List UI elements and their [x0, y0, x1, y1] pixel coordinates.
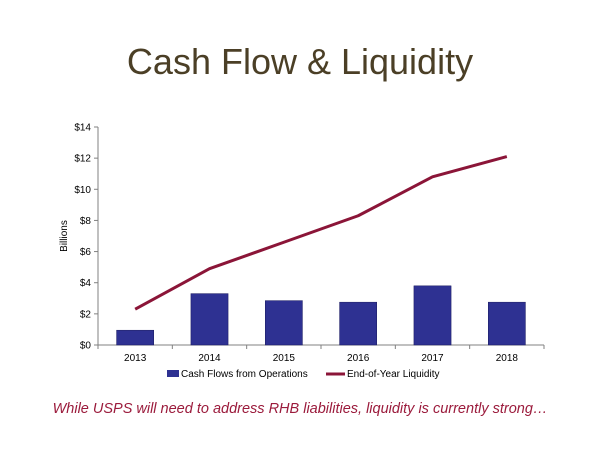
x-tick-label: 2013 [124, 353, 147, 364]
y-tick-label: $12 [74, 154, 91, 165]
bar-series [116, 285, 526, 346]
bar [413, 285, 452, 346]
y-tick-label: $14 [74, 123, 91, 134]
legend-swatch-bar [167, 370, 179, 377]
y-tick-label: $4 [80, 278, 92, 289]
liquidity-line [134, 155, 508, 311]
x-tick-label: 2015 [273, 353, 296, 364]
bar [190, 293, 229, 346]
slide-title: Cash Flow & Liquidity [126, 41, 474, 82]
x-tick-label: 2014 [198, 353, 221, 364]
y-tick-label: $0 [80, 341, 92, 352]
y-axis: $0 $2 $4 $6 $8 $10 $12 $14 [74, 123, 99, 352]
bar [488, 301, 526, 346]
bar [265, 300, 303, 346]
y-tick-label: $2 [80, 309, 92, 320]
line-series [134, 155, 508, 311]
slide-caption: While USPS will need to address RHB liab… [52, 401, 548, 417]
x-tick-label: 2016 [347, 353, 370, 364]
legend: Cash Flows from Operations End-of-Year Li… [167, 369, 439, 380]
y-tick-label: $10 [74, 185, 91, 196]
x-tick-label: 2017 [421, 353, 444, 364]
y-tick-label: $8 [80, 216, 92, 227]
bar [116, 329, 155, 346]
bar [339, 301, 378, 346]
chart: $0 $2 $4 $6 $8 $10 $12 $14 2013 2014 2015 2016 2017… [59, 123, 545, 380]
legend-label: Cash Flows from Operations [181, 369, 308, 380]
y-tick-label: $6 [80, 247, 92, 258]
legend-label: End-of-Year Liquidity [347, 369, 439, 380]
x-tick-label: 2018 [496, 353, 519, 364]
x-axis: 2013 2014 2015 2016 2017 2018 [97, 344, 545, 364]
y-axis-title: Billions [59, 220, 70, 252]
